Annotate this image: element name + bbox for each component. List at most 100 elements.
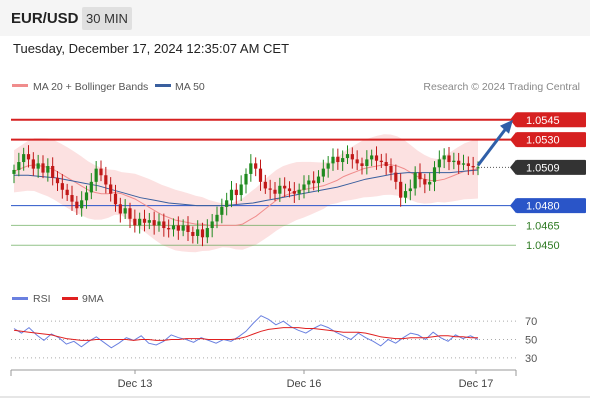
candle-body (133, 218, 137, 226)
candle-body (147, 220, 151, 223)
level-tag-1-0545 (516, 112, 586, 128)
candle-body (336, 156, 340, 163)
level-tag-1-0480 (516, 198, 586, 214)
candle-body (239, 184, 243, 196)
candle-body (244, 173, 248, 185)
candle-body (80, 200, 84, 209)
candle-body (452, 160, 456, 163)
candle (389, 158, 393, 181)
candle (118, 197, 122, 223)
candle (254, 157, 258, 177)
candle (336, 148, 340, 170)
level-label-1-0465: 1.0465 (526, 220, 560, 232)
rsi-tick-70: 70 (525, 316, 537, 328)
candle-body (476, 167, 480, 169)
candle-body (249, 163, 253, 174)
candle-body (55, 177, 60, 184)
candle-body (292, 191, 296, 194)
series-line-9ma (13, 327, 478, 341)
candle (345, 145, 350, 165)
candle (234, 183, 238, 205)
candle (471, 156, 475, 175)
level-tag-pointer-1-0530 (510, 132, 516, 148)
ma50-legend-label: MA 50 (175, 81, 205, 93)
candle (432, 161, 437, 192)
candle (196, 220, 200, 244)
candle (312, 171, 316, 191)
candle-body (389, 166, 393, 173)
x-tick-dec13: Dec 13 (118, 378, 153, 390)
candle (355, 150, 359, 171)
candle-body (283, 185, 287, 189)
candle (263, 174, 267, 194)
ma9-legend-label: 9MA (82, 293, 104, 305)
candle-body (258, 168, 263, 182)
candle-body (26, 154, 31, 160)
rsi-legend-label: RSI (33, 293, 51, 305)
level-label-1-0545: 1.0545 (526, 115, 560, 127)
candle (167, 219, 171, 238)
candle-body (447, 155, 451, 163)
candle-body (345, 154, 350, 159)
candle-body (181, 225, 185, 231)
candle-body (196, 229, 200, 236)
credit-text: Research © 2024 Trading Central (423, 81, 580, 93)
candle-body (360, 163, 364, 166)
candle (418, 163, 422, 188)
interval-button[interactable]: 30 MIN (82, 7, 132, 30)
candle (408, 179, 412, 201)
candle (31, 152, 35, 176)
candle (200, 222, 205, 247)
candle-body (268, 188, 272, 190)
candle (41, 155, 45, 179)
projection-arrow-shaft (476, 124, 510, 167)
candle (316, 170, 321, 193)
rsi-tick-50: 50 (525, 335, 537, 347)
candle-body (225, 200, 229, 207)
candle-body (254, 163, 258, 169)
candle-body (461, 163, 466, 165)
candle-body (418, 172, 422, 180)
candle (278, 177, 282, 202)
candle (133, 209, 137, 233)
candle (99, 160, 103, 182)
candle (302, 175, 306, 199)
candle-body (229, 189, 234, 201)
candle (113, 184, 118, 212)
candle (423, 173, 427, 194)
timestamp: Tuesday, December 17, 2024 12:35:07 AM C… (13, 41, 290, 56)
candle-body (171, 225, 176, 230)
candle (220, 198, 224, 224)
candle (244, 168, 248, 194)
candle (84, 185, 89, 209)
candle (89, 173, 93, 200)
candle-body (123, 208, 127, 214)
candle-body (326, 163, 330, 169)
candle (12, 164, 16, 184)
series-line-rsi (13, 315, 479, 349)
candle-body (408, 188, 412, 192)
candle-body (99, 168, 103, 176)
symbol-label: EUR/USD (11, 10, 79, 27)
candle-body (437, 159, 441, 168)
candle (46, 158, 50, 182)
candle-body (442, 155, 446, 160)
candle (331, 148, 335, 171)
candle (205, 219, 209, 244)
candle (104, 166, 108, 194)
rsi-tick-30: 30 (525, 353, 537, 365)
candle-body (142, 218, 147, 223)
candle (283, 177, 287, 198)
candle-body (302, 184, 306, 190)
candle (60, 174, 64, 199)
candle-body (428, 181, 432, 185)
candle-body (316, 176, 321, 184)
candle-body (104, 175, 108, 185)
candle (186, 216, 190, 242)
candle (239, 175, 243, 201)
candle-body (423, 179, 427, 185)
candle-body (297, 189, 301, 194)
ma9-legend-swatch (62, 297, 78, 300)
candle (384, 153, 388, 175)
